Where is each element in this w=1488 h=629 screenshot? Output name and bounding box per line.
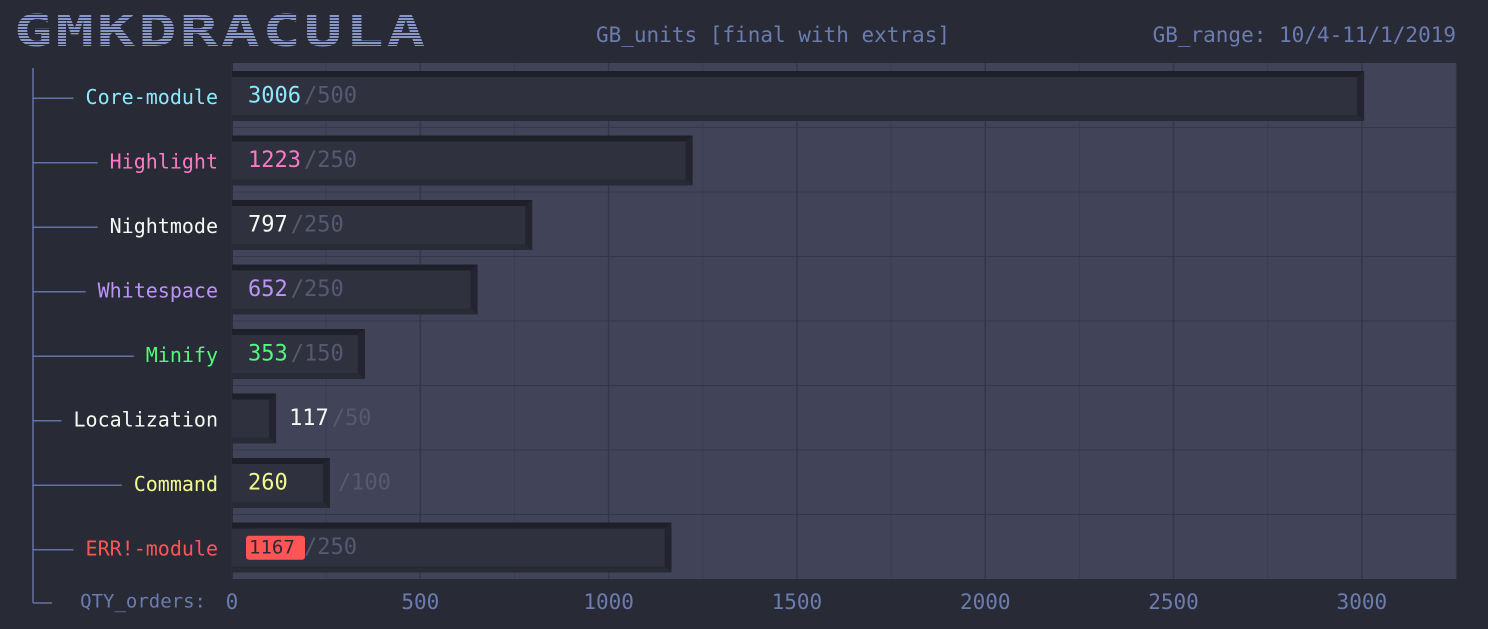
x-tick-label: 3000 bbox=[1337, 590, 1388, 614]
bar bbox=[232, 458, 330, 508]
target-label: /50 bbox=[332, 406, 372, 431]
value-label: 260 bbox=[248, 470, 288, 495]
target-label: /250 bbox=[291, 277, 344, 302]
target-label: /100 bbox=[338, 470, 391, 495]
x-tick-label: 1500 bbox=[772, 590, 823, 614]
category-label: Minify bbox=[146, 343, 218, 367]
chart-subtitle: GB_units [final with extras] bbox=[596, 23, 950, 47]
target-label: /250 bbox=[304, 148, 357, 173]
target-label: /250 bbox=[304, 535, 357, 560]
value-label: 652 bbox=[248, 277, 288, 302]
value-badge bbox=[246, 535, 305, 560]
value-label: 3006 bbox=[248, 83, 301, 108]
chart-title: GMKDRACULA bbox=[14, 6, 428, 57]
value-label: 1223 bbox=[248, 148, 301, 173]
x-tick-label: 500 bbox=[401, 590, 439, 614]
value-label: 353 bbox=[248, 341, 288, 366]
target-label: /150 bbox=[291, 341, 344, 366]
category-label: Command bbox=[134, 472, 218, 496]
value-label: 1167 bbox=[249, 536, 295, 558]
category-label: Core-module bbox=[86, 85, 218, 109]
x-axis-label: QTY_orders: bbox=[80, 591, 206, 613]
x-tick-label: 0 bbox=[226, 590, 239, 614]
bar bbox=[232, 200, 533, 250]
bar bbox=[232, 522, 672, 573]
bar bbox=[232, 71, 1365, 121]
category-label: Highlight bbox=[110, 149, 218, 173]
bar bbox=[232, 264, 478, 315]
bar bbox=[232, 135, 693, 186]
target-label: /250 bbox=[291, 212, 344, 237]
range-label: GB_range: 10/4-11/1/2019 bbox=[1153, 23, 1456, 47]
category-label: Nightmode bbox=[110, 214, 218, 238]
bar bbox=[232, 329, 365, 379]
category-label: Localization bbox=[74, 407, 219, 431]
x-tick-label: 2500 bbox=[1148, 590, 1199, 614]
bar bbox=[232, 393, 277, 444]
category-label: Whitespace bbox=[98, 278, 218, 302]
value-label: 117 bbox=[289, 406, 329, 431]
target-label: /500 bbox=[304, 83, 357, 108]
category-label: ERR!-module bbox=[86, 536, 218, 560]
x-tick-label: 2000 bbox=[960, 590, 1011, 614]
value-label: 797 bbox=[248, 212, 288, 237]
x-tick-label: 1000 bbox=[583, 590, 634, 614]
